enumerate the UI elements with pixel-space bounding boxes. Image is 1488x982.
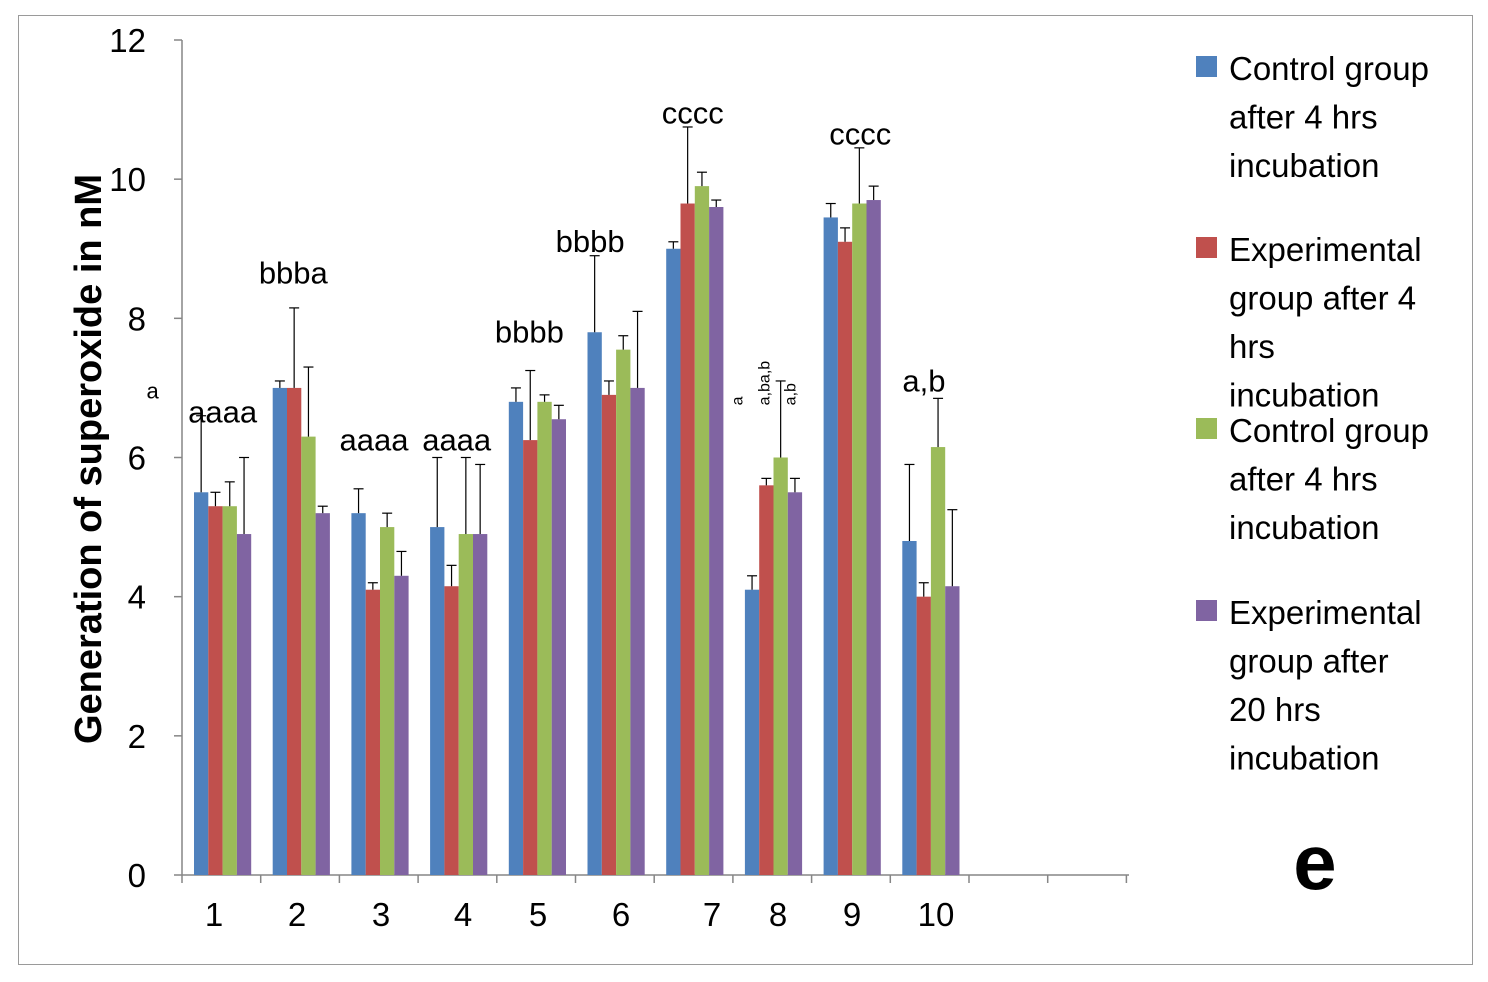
significance-label: a,b	[783, 383, 800, 405]
bar	[444, 586, 459, 875]
bar	[236, 534, 252, 875]
x-tick-label: 5	[529, 896, 547, 933]
bar	[902, 541, 917, 875]
y-tick-label: 10	[109, 161, 146, 198]
bar	[208, 506, 223, 875]
legend-swatch	[1196, 237, 1217, 258]
x-tick-label: 6	[612, 896, 630, 933]
bar	[523, 440, 538, 875]
bar	[666, 248, 681, 875]
bar	[823, 217, 838, 875]
y-tick-label: 12	[109, 22, 146, 59]
bar	[458, 534, 473, 875]
bar	[473, 534, 488, 875]
bar	[287, 387, 302, 875]
panel-label: e	[1293, 818, 1336, 906]
bar	[380, 527, 395, 875]
bar	[773, 457, 788, 875]
bar	[930, 447, 946, 875]
bar	[630, 387, 645, 875]
bar	[616, 349, 631, 875]
x-tick-label: 8	[769, 896, 787, 933]
bar	[759, 485, 774, 875]
legend: Control group after 4 hrs incubationExperi…	[1196, 50, 1429, 777]
significance-label: a	[146, 378, 159, 403]
bar	[866, 200, 881, 875]
bars	[194, 186, 960, 876]
bar	[852, 203, 867, 876]
x-tick-label: 2	[288, 896, 306, 933]
significance-label: cccc	[829, 116, 891, 151]
bar	[837, 241, 853, 875]
y-tick-label: 8	[128, 300, 146, 337]
significance-label: aaaa	[188, 395, 258, 430]
figure-frame: 0 2 4 6 8 10 12 1 2 3 4 5 6 7 8 9 10 a aaaa bbba aaaa aaaa bb…	[18, 15, 1473, 965]
significance-label: bbba	[259, 256, 329, 291]
x-tick-label: 10	[918, 896, 955, 933]
y-tick-label: 4	[128, 579, 146, 616]
significance-label: aaaa	[340, 423, 410, 458]
significance-label: a,b	[902, 363, 945, 398]
legend-swatch	[1196, 56, 1217, 77]
bar	[744, 589, 760, 875]
bar	[351, 513, 366, 875]
bar	[787, 492, 803, 875]
bar	[601, 394, 617, 875]
bar	[194, 492, 209, 875]
bar	[272, 387, 287, 875]
bar	[916, 596, 931, 875]
bar	[537, 401, 552, 875]
significance-label: a	[730, 396, 747, 405]
bar	[222, 506, 237, 875]
legend-label: Experimental group after 20 hrs incubation	[1229, 594, 1422, 777]
bar	[394, 575, 409, 875]
legend-label: Experimental group after 4 hrs incubation	[1229, 231, 1422, 414]
error-bars	[196, 126, 958, 597]
y-axis-label: Generation of superoxide in nM	[68, 174, 110, 744]
x-tick-label: 4	[454, 896, 472, 933]
significance-label: bbbb	[556, 224, 625, 259]
bar	[301, 436, 316, 875]
significance-label: aaaa	[422, 423, 492, 458]
significance-label: a,ba,b	[757, 361, 774, 406]
legend-label: Control group after 4 hrs incubation	[1229, 50, 1429, 184]
legend-label: Control group after 4 hrs incubation	[1229, 412, 1429, 546]
x-tick-label: 1	[205, 896, 223, 933]
x-tick-label: 3	[372, 896, 390, 933]
bar	[508, 401, 524, 875]
bar	[315, 513, 330, 875]
bar	[587, 332, 602, 875]
y-tick-label: 0	[128, 857, 146, 894]
bar	[365, 589, 380, 875]
x-tick-label: 7	[703, 896, 721, 933]
bar	[430, 527, 445, 875]
legend-swatch	[1196, 600, 1217, 621]
significance-label: cccc	[662, 96, 724, 131]
bar	[709, 207, 724, 875]
y-tick-label: 6	[128, 440, 146, 477]
bar	[551, 419, 566, 875]
y-tick-label: 2	[128, 718, 146, 755]
bar	[694, 186, 710, 875]
legend-swatch	[1196, 418, 1217, 439]
bar	[945, 586, 960, 875]
significance-label: bbbb	[495, 315, 564, 350]
x-tick-label: 9	[843, 896, 861, 933]
bar	[680, 203, 695, 876]
